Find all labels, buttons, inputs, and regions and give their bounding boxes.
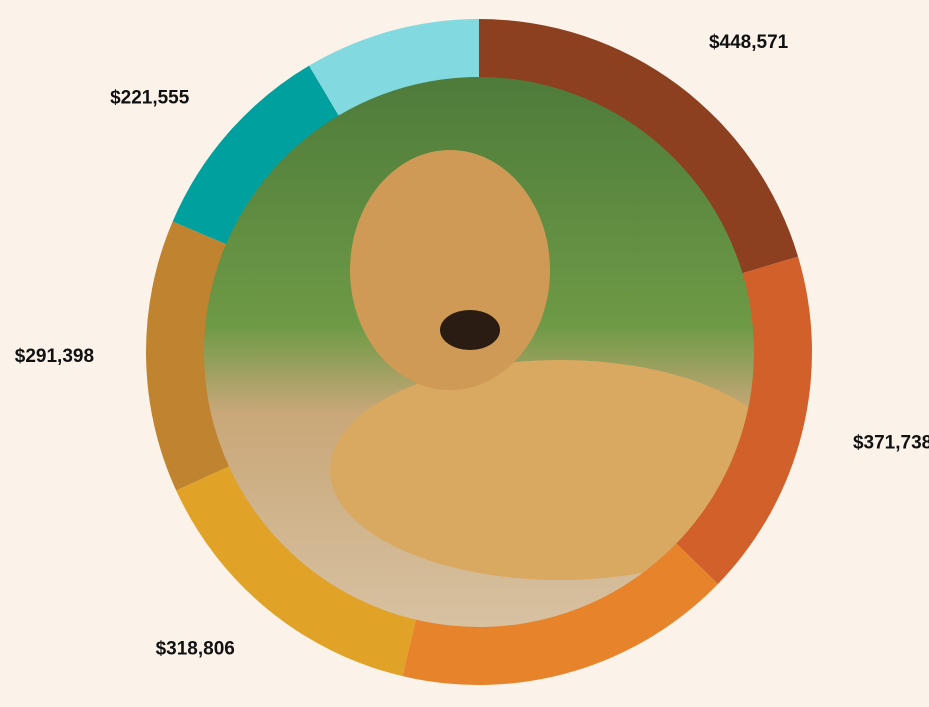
value-label: $291,398 (15, 346, 94, 367)
value-label: $318,806 (156, 639, 235, 660)
donut-slice (172, 65, 339, 245)
center-photo (203, 76, 755, 628)
value-label: $371,738 (853, 433, 929, 454)
donut-slice (402, 543, 718, 685)
value-label: $448,571 (709, 32, 789, 53)
donut-slice (479, 19, 799, 274)
donut-slice (309, 19, 479, 116)
value-label: $221,555 (110, 87, 190, 108)
donut-slice (676, 256, 812, 584)
donut-slice (145, 221, 229, 491)
donut-slice (176, 466, 416, 677)
